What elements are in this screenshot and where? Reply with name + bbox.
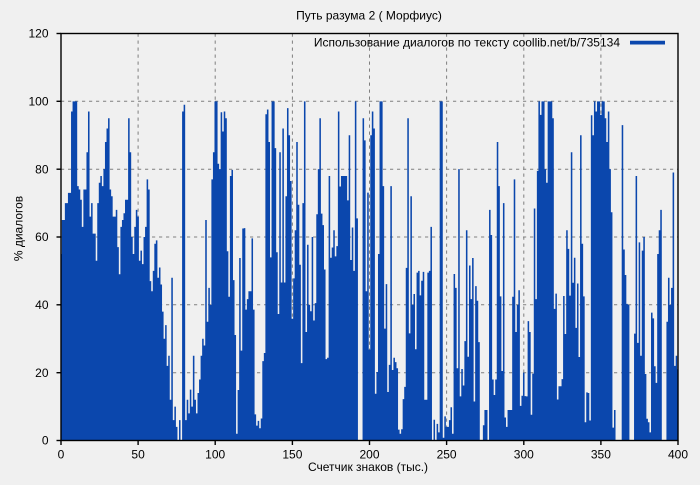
svg-text:20: 20 xyxy=(35,366,49,380)
svg-text:0: 0 xyxy=(58,448,65,462)
svg-text:400: 400 xyxy=(668,448,688,462)
svg-text:% диалогов: % диалогов xyxy=(12,196,26,261)
svg-text:120: 120 xyxy=(28,27,48,41)
svg-text:40: 40 xyxy=(35,298,49,312)
svg-text:Использование диалогов по текс: Использование диалогов по тексту coollib… xyxy=(314,35,620,49)
svg-text:80: 80 xyxy=(35,162,49,176)
svg-text:100: 100 xyxy=(205,448,225,462)
svg-text:Путь разума 2 ( Морфиус): Путь разума 2 ( Морфиус) xyxy=(296,8,442,22)
svg-text:60: 60 xyxy=(35,230,49,244)
svg-text:50: 50 xyxy=(131,448,145,462)
svg-text:100: 100 xyxy=(28,95,48,109)
svg-text:0: 0 xyxy=(42,434,49,448)
svg-text:300: 300 xyxy=(514,448,534,462)
svg-text:200: 200 xyxy=(359,448,379,462)
svg-text:250: 250 xyxy=(437,448,457,462)
svg-text:150: 150 xyxy=(282,448,302,462)
svg-text:Счетчик знаков (тыс.): Счетчик знаков (тыс.) xyxy=(308,460,428,474)
svg-text:350: 350 xyxy=(591,448,611,462)
